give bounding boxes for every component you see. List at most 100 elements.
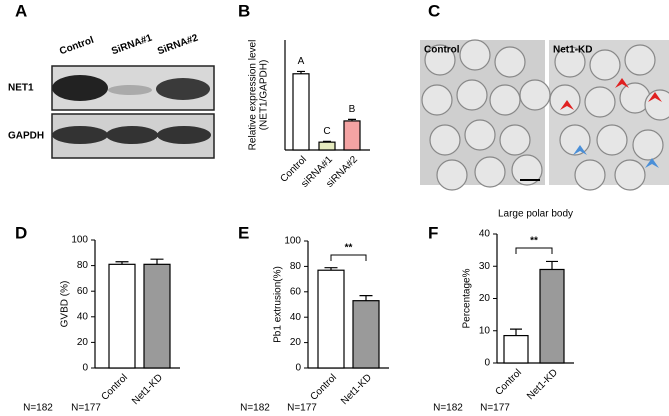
y-tick-label: 10: [479, 325, 491, 336]
lane-label: SiRNA#2: [156, 32, 200, 57]
oocyte: [519, 79, 551, 111]
error-bar: [510, 328, 522, 336]
oocyte: [499, 124, 531, 156]
lane-label: Control: [58, 35, 95, 58]
significance-bracket: [330, 254, 367, 261]
micrograph-label: Net1-KD: [553, 45, 592, 56]
panel-label: F: [428, 223, 438, 242]
bar: [318, 141, 336, 151]
bar: [143, 263, 171, 369]
oocyte: [614, 159, 646, 191]
error-bar: [348, 118, 356, 121]
bar: [317, 269, 345, 369]
error-bar: [324, 267, 338, 271]
arrowhead: [648, 92, 662, 102]
sample-size: N=177: [287, 403, 317, 414]
oocyte: [494, 46, 526, 78]
sample-size: N=182: [23, 403, 53, 414]
bar: [343, 120, 361, 151]
error-bar: [150, 258, 164, 265]
oocyte: [554, 46, 586, 78]
panel-label: A: [15, 1, 27, 20]
sample-size: N=182: [433, 403, 463, 414]
western-blot: [51, 65, 215, 159]
row-label: NET1: [8, 83, 34, 94]
oocyte: [596, 124, 628, 156]
oocyte: [624, 44, 656, 76]
oocyte: [644, 89, 669, 121]
error-bar: [323, 140, 331, 143]
oocyte: [574, 159, 606, 191]
significance-letter: A: [298, 56, 305, 67]
oocyte: [589, 49, 621, 81]
chart-title: Large polar body: [498, 209, 573, 220]
error-bar: [297, 70, 305, 74]
oocyte: [424, 44, 456, 76]
oocyte: [464, 119, 496, 151]
oocyte: [632, 129, 664, 161]
error-bar: [359, 295, 373, 301]
y-axis-label: Percentage%: [462, 268, 473, 328]
panel-label: E: [238, 223, 249, 242]
x-tick-label: Net1-KD: [525, 367, 560, 402]
significance-letter: C: [323, 126, 330, 137]
sample-size: N=182: [240, 403, 270, 414]
y-tick-label: 80: [77, 260, 89, 271]
bar: [539, 268, 565, 364]
bar: [352, 300, 380, 369]
panel-label: C: [428, 1, 440, 20]
x-tick-label: Net1-KD: [130, 372, 165, 407]
oocyte: [549, 84, 581, 116]
arrowhead: [615, 78, 629, 88]
significance-label: **: [530, 236, 538, 247]
y-tick-label: 0: [295, 363, 301, 374]
oocyte: [459, 39, 491, 71]
panel-label: D: [15, 223, 27, 242]
oocyte: [456, 79, 488, 111]
significance-label: **: [345, 243, 353, 254]
x-tick-label: Control: [99, 372, 130, 403]
arrowhead: [645, 158, 659, 168]
error-bar: [546, 260, 558, 270]
y-tick-label: 30: [479, 261, 491, 272]
x-tick-label: Control: [308, 372, 339, 403]
y-tick-label: 60: [290, 286, 302, 297]
row-label: GAPDH: [8, 131, 44, 142]
oocyte: [559, 124, 591, 156]
x-tick-label: Control: [493, 367, 524, 398]
y-axis-label: Pb1 extrusion(%): [273, 266, 284, 343]
bar: [503, 334, 529, 364]
y-axis-label: (NET1/GAPDH): [259, 60, 270, 131]
y-tick-label: 0: [484, 358, 490, 369]
y-tick-label: 100: [71, 235, 88, 246]
y-tick-label: 20: [479, 293, 491, 304]
panel-label: B: [238, 1, 250, 20]
lane-label: SiRNA#1: [110, 32, 154, 57]
bar: [108, 263, 136, 369]
micrograph: [420, 39, 669, 191]
micrograph-label: Control: [424, 45, 460, 56]
significance-letter: B: [349, 104, 356, 115]
oocyte: [584, 86, 616, 118]
oocyte: [436, 159, 468, 191]
y-tick-label: 20: [290, 337, 302, 348]
sample-size: N=177: [480, 403, 510, 414]
y-tick-label: 40: [290, 312, 302, 323]
y-axis-label: Relative expression level: [248, 40, 259, 151]
oocyte: [421, 84, 453, 116]
y-tick-label: 100: [284, 236, 301, 247]
oocyte: [474, 156, 506, 188]
arrowhead: [560, 100, 574, 110]
y-tick-label: 80: [290, 261, 302, 272]
x-tick-label: Net1-KD: [339, 372, 374, 407]
y-tick-label: 40: [479, 229, 491, 240]
oocyte: [489, 84, 521, 116]
bar: [292, 73, 310, 151]
y-tick-label: 40: [77, 311, 89, 322]
y-axis-label: GVBD (%): [60, 281, 71, 328]
y-tick-label: 60: [77, 286, 89, 297]
error-bar: [115, 261, 129, 265]
sample-size: N=177: [71, 403, 101, 414]
oocyte: [511, 154, 543, 186]
